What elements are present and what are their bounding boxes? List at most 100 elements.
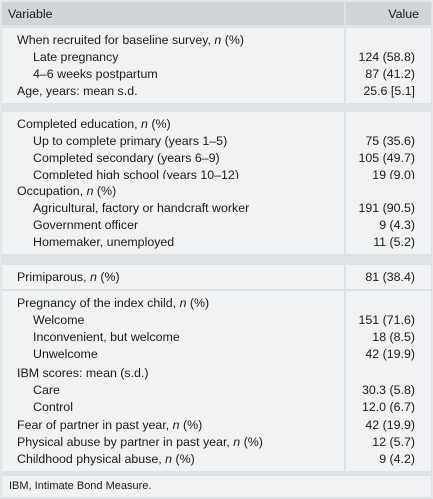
row-label: Unwelcome [33, 347, 98, 361]
table-row: Physical abuse by partner in past year, … [2, 435, 431, 452]
table-group: Pregnancy of the index child, n (%) Welco… [2, 291, 431, 366]
row-value: 87 (41.2) [365, 67, 415, 81]
row-label: Completed education, n (%) [17, 117, 171, 131]
row-label-text: Fear of partner in past year, [17, 418, 173, 432]
table-row: When recruited for baseline survey, n (%… [2, 33, 431, 50]
column-divider [344, 361, 346, 419]
row-label: Childhood physical abuse, n (%) [17, 452, 195, 466]
table-row: Unwelcome 42 (19.9) [2, 347, 431, 364]
row-label-text: Late pregnancy [33, 50, 119, 64]
table-row: Occupation, n (%) [2, 184, 431, 201]
row-value: 12.0 (6.7) [361, 400, 415, 414]
row-label-text: Up to complete primary (years 1–5) [33, 134, 228, 148]
row-label-text: Inconvenient, but welcome [33, 330, 180, 344]
table-group: Primiparous, n (%) 81 (38.4) [2, 265, 431, 289]
row-value: 19 (9.0) [372, 168, 415, 182]
table-row: Control 12.0 (6.7) [2, 400, 431, 417]
row-value: 105 (49.7) [358, 151, 415, 165]
row-label-text: Homemaker, unemployed [33, 235, 175, 249]
header-value-cell: Value [346, 2, 431, 25]
table-row: Childhood physical abuse, n (%) 9 (4.2) [2, 452, 431, 469]
table-row: Primiparous, n (%) 81 (38.4) [2, 270, 431, 287]
row-label-text: Pregnancy of the index child, [17, 296, 180, 310]
row-label-italic: n [214, 33, 222, 47]
row-label: Age, years: mean s.d. [17, 84, 138, 98]
row-value: 124 (58.8) [358, 50, 415, 64]
table-row: Completed high school (years 10–12) 19 (9… [2, 168, 431, 185]
row-value: 25.6 [5.1] [363, 84, 415, 98]
header-value: Value [388, 7, 419, 21]
row-label: Pregnancy of the index child, n (%) [17, 296, 209, 310]
table-row: Welcome 151 (71.6) [2, 313, 431, 330]
row-value: 191 (90.5) [358, 201, 415, 215]
table-row: Care 30.3 (5.8) [2, 383, 431, 400]
row-label-suffix: (%) [221, 33, 245, 47]
row-label-text: Completed secondary (years 6–9) [33, 151, 220, 165]
row-value: 151 (71.6) [358, 313, 415, 327]
table-footnote: IBM, Intimate Bond Measure. [2, 476, 431, 497]
table-row: Pregnancy of the index child, n (%) [2, 296, 431, 313]
row-label: When recruited for baseline survey, n (%… [17, 33, 244, 47]
row-value: 18 (8.5) [372, 330, 415, 344]
row-value: 42 (19.9) [365, 418, 415, 432]
table-group: Occupation, n (%) Agricultural, factory o… [2, 179, 431, 254]
column-divider [344, 28, 346, 103]
row-value: 42 (19.9) [365, 347, 415, 361]
row-label-text: Care [33, 383, 60, 397]
table-row: Homemaker, unemployed 11 (5.2) [2, 235, 431, 252]
table-row: Late pregnancy 124 (58.8) [2, 50, 431, 67]
row-label-suffix: (%) [147, 117, 171, 131]
row-label-suffix: (%) [240, 435, 263, 449]
row-label-text: Age, years: mean s.d. [17, 84, 138, 98]
column-divider [344, 265, 346, 289]
row-label: Physical abuse by partner in past year, … [17, 435, 263, 449]
row-label-italic: n [179, 296, 187, 310]
row-label-text: Physical abuse by partner in past year, [17, 435, 234, 449]
table-group: When recruited for baseline survey, n (%… [2, 28, 431, 103]
table-row: Inconvenient, but welcome 18 (8.5) [2, 330, 431, 347]
row-label: Up to complete primary (years 1–5) [33, 134, 227, 148]
row-value: 81 (38.4) [365, 270, 415, 284]
table-row: Age, years: mean s.d. 25.6 [5.1] [2, 84, 431, 101]
row-label-text: Control [33, 400, 73, 414]
row-label-text: IBM scores: mean (s.d.) [17, 366, 149, 380]
table-group: IBM scores: mean (s.d.) Care 30.3 (5.8) Con… [2, 361, 431, 419]
row-label: Government officer [33, 218, 138, 232]
row-label-suffix: (%) [172, 452, 195, 466]
row-label: Completed secondary (years 6–9) [33, 151, 220, 165]
row-label-text: 4–6 weeks postpartum [33, 67, 158, 81]
row-label: Inconvenient, but welcome [33, 330, 180, 344]
row-label-italic: n [233, 435, 241, 449]
row-label: Homemaker, unemployed [33, 235, 174, 249]
row-value: 9 (4.3) [379, 218, 415, 232]
row-label-italic: n [86, 184, 94, 198]
row-label-italic: n [90, 270, 97, 284]
row-label: Primiparous, n (%) [17, 270, 120, 284]
row-label: Care [33, 383, 60, 397]
row-label-text: Agricultural, factory or handcraft worke… [33, 201, 250, 215]
table-row: Completed education, n (%) [2, 117, 431, 134]
row-label-text: Welcome [33, 313, 85, 327]
row-label-suffix: (%) [93, 184, 117, 198]
row-label-text: Government officer [33, 218, 139, 232]
column-divider [344, 291, 346, 366]
row-label-text: Unwelcome [33, 347, 98, 361]
column-divider [344, 413, 346, 471]
row-label-italic: n [141, 117, 148, 131]
row-value: 75 (35.6) [365, 134, 415, 148]
table-row: 4–6 weeks postpartum 87 (41.2) [2, 67, 431, 84]
row-value: 11 (5.2) [373, 235, 415, 249]
row-label: Control [33, 400, 73, 414]
row-label-text: Primiparous, [17, 270, 90, 284]
row-label-suffix: (%) [179, 418, 203, 432]
row-label: Occupation, n (%) [17, 184, 116, 198]
header-variable-cell: Variable [2, 2, 344, 25]
row-label-text: When recruited for baseline survey, [17, 33, 215, 47]
row-label: Welcome [33, 313, 84, 327]
row-label: Completed high school (years 10–12) [33, 168, 239, 182]
row-label: 4–6 weeks postpartum [33, 67, 158, 81]
row-label-text: Completed high school (years 10–12) [33, 168, 239, 182]
row-label-italic: n [165, 452, 173, 466]
row-label: Late pregnancy [33, 50, 118, 64]
